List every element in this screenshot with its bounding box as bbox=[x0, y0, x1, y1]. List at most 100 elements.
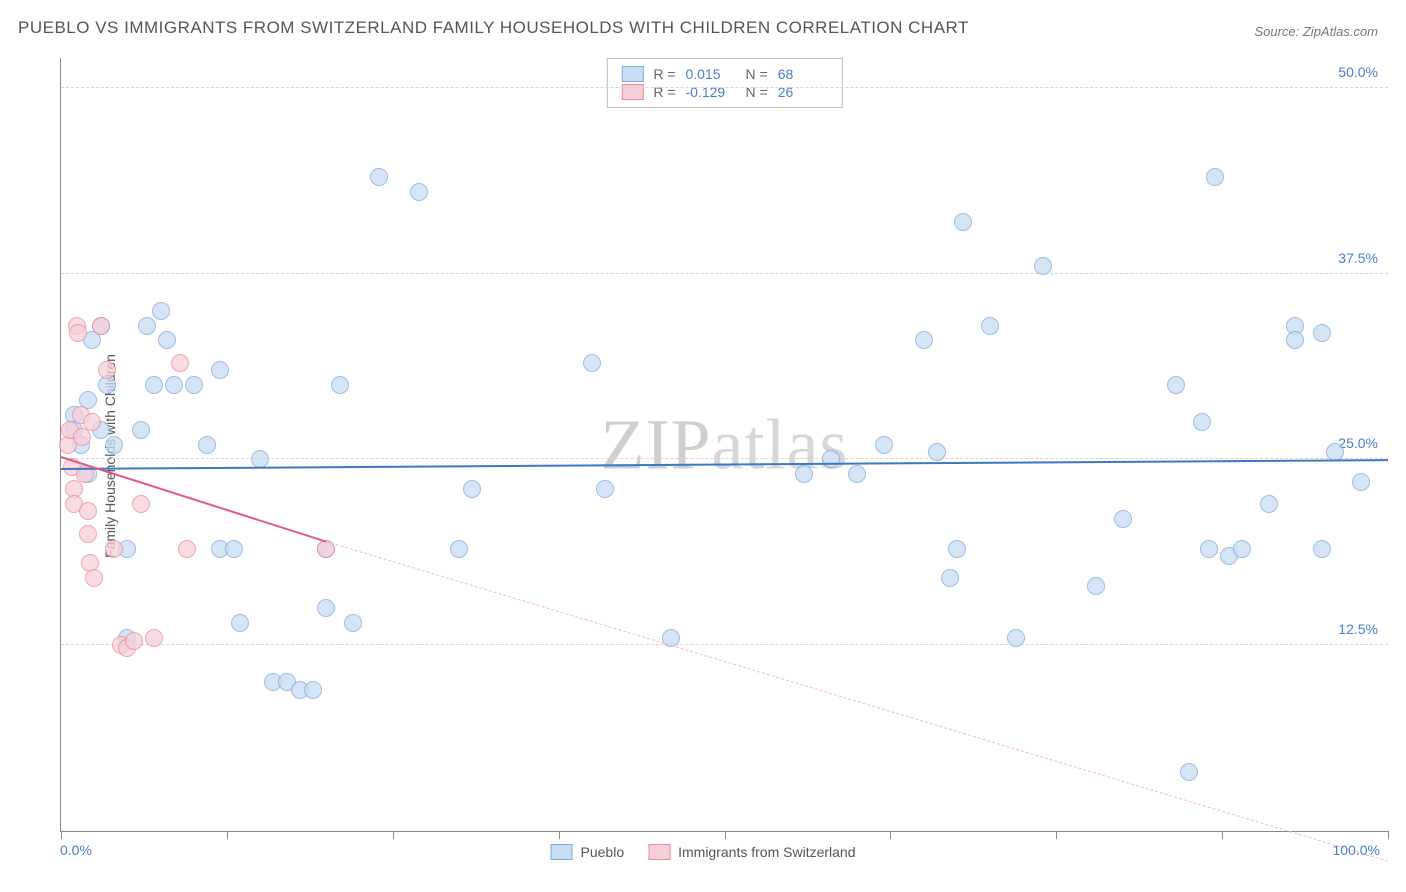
data-point-pueblo bbox=[198, 436, 216, 454]
series-legend: Pueblo Immigrants from Switzerland bbox=[551, 844, 856, 860]
y-tick-label: 37.5% bbox=[1338, 250, 1378, 266]
data-point-swiss bbox=[69, 324, 87, 342]
data-point-pueblo bbox=[1167, 376, 1185, 394]
y-tick-label: 25.0% bbox=[1338, 435, 1378, 451]
data-point-pueblo bbox=[344, 614, 362, 632]
data-point-pueblo bbox=[822, 450, 840, 468]
data-point-pueblo bbox=[331, 376, 349, 394]
data-point-pueblo bbox=[450, 540, 468, 558]
data-point-pueblo bbox=[145, 376, 163, 394]
data-point-pueblo bbox=[1114, 510, 1132, 528]
x-tick bbox=[559, 831, 560, 839]
x-axis-min-label: 0.0% bbox=[60, 842, 92, 858]
x-tick bbox=[1388, 831, 1389, 839]
data-point-swiss bbox=[125, 632, 143, 650]
data-point-pueblo bbox=[795, 465, 813, 483]
x-tick bbox=[393, 831, 394, 839]
data-point-swiss bbox=[92, 317, 110, 335]
data-point-pueblo bbox=[954, 213, 972, 231]
data-point-pueblo bbox=[152, 302, 170, 320]
data-point-pueblo bbox=[915, 331, 933, 349]
data-point-pueblo bbox=[928, 443, 946, 461]
gridline bbox=[61, 644, 1388, 645]
x-tick bbox=[890, 831, 891, 839]
data-point-swiss bbox=[178, 540, 196, 558]
data-point-pueblo bbox=[132, 421, 150, 439]
watermark-left: ZIP bbox=[601, 404, 712, 484]
data-point-pueblo bbox=[948, 540, 966, 558]
x-tick bbox=[1222, 831, 1223, 839]
gridline bbox=[61, 87, 1388, 88]
legend-item: Immigrants from Switzerland bbox=[648, 844, 855, 860]
data-point-pueblo bbox=[1313, 324, 1331, 342]
r-value: 0.015 bbox=[686, 66, 736, 82]
data-point-pueblo bbox=[158, 331, 176, 349]
data-point-pueblo bbox=[941, 569, 959, 587]
data-point-pueblo bbox=[1193, 413, 1211, 431]
trend-line-swiss bbox=[326, 541, 1388, 862]
data-point-pueblo bbox=[410, 183, 428, 201]
y-tick-label: 12.5% bbox=[1338, 621, 1378, 637]
data-point-pueblo bbox=[105, 436, 123, 454]
data-point-pueblo bbox=[463, 480, 481, 498]
data-point-pueblo bbox=[583, 354, 601, 372]
data-point-swiss bbox=[132, 495, 150, 513]
data-point-swiss bbox=[79, 525, 97, 543]
data-point-pueblo bbox=[981, 317, 999, 335]
data-point-pueblo bbox=[231, 614, 249, 632]
data-point-pueblo bbox=[138, 317, 156, 335]
data-point-pueblo bbox=[165, 376, 183, 394]
gridline bbox=[61, 273, 1388, 274]
data-point-swiss bbox=[145, 629, 163, 647]
data-point-pueblo bbox=[1313, 540, 1331, 558]
data-point-swiss bbox=[83, 413, 101, 431]
x-tick bbox=[227, 831, 228, 839]
stats-legend-row: R =-0.129N =26 bbox=[621, 83, 827, 101]
data-point-pueblo bbox=[1200, 540, 1218, 558]
data-point-pueblo bbox=[1233, 540, 1251, 558]
data-point-pueblo bbox=[1352, 473, 1370, 491]
data-point-pueblo bbox=[370, 168, 388, 186]
data-point-pueblo bbox=[1007, 629, 1025, 647]
legend-swatch bbox=[621, 66, 643, 82]
source-attribution: Source: ZipAtlas.com bbox=[1254, 24, 1378, 39]
data-point-pueblo bbox=[317, 599, 335, 617]
stats-legend: R = 0.015 N = 68R =-0.129N =26 bbox=[606, 58, 842, 108]
data-point-pueblo bbox=[1087, 577, 1105, 595]
data-point-pueblo bbox=[1326, 443, 1344, 461]
stats-legend-row: R = 0.015 N = 68 bbox=[621, 65, 827, 83]
y-tick-label: 50.0% bbox=[1338, 64, 1378, 80]
legend-swatch bbox=[648, 844, 670, 860]
data-point-pueblo bbox=[1206, 168, 1224, 186]
data-point-pueblo bbox=[211, 361, 229, 379]
data-point-swiss bbox=[98, 361, 116, 379]
data-point-swiss bbox=[171, 354, 189, 372]
data-point-pueblo bbox=[596, 480, 614, 498]
data-point-pueblo bbox=[1286, 331, 1304, 349]
watermark-right: atlas bbox=[712, 404, 849, 484]
x-axis-max-label: 100.0% bbox=[1333, 842, 1380, 858]
r-label: R = bbox=[653, 66, 675, 82]
n-label: N = bbox=[746, 66, 768, 82]
legend-swatch bbox=[551, 844, 573, 860]
data-point-pueblo bbox=[848, 465, 866, 483]
x-tick bbox=[725, 831, 726, 839]
legend-label: Immigrants from Switzerland bbox=[678, 844, 855, 860]
legend-item: Pueblo bbox=[551, 844, 625, 860]
legend-label: Pueblo bbox=[581, 844, 625, 860]
trend-line-swiss bbox=[61, 456, 327, 543]
data-point-pueblo bbox=[304, 681, 322, 699]
data-point-pueblo bbox=[185, 376, 203, 394]
data-point-pueblo bbox=[1034, 257, 1052, 275]
x-tick bbox=[61, 831, 62, 839]
data-point-pueblo bbox=[875, 436, 893, 454]
plot-area: ZIPatlas R = 0.015 N = 68R =-0.129N =26 12.… bbox=[60, 58, 1388, 832]
chart-container: Family Households with Children ZIPatlas… bbox=[18, 50, 1388, 862]
data-point-pueblo bbox=[1260, 495, 1278, 513]
data-point-swiss bbox=[85, 569, 103, 587]
data-point-pueblo bbox=[1180, 763, 1198, 781]
x-tick bbox=[1056, 831, 1057, 839]
n-value: 68 bbox=[778, 66, 828, 82]
data-point-swiss bbox=[79, 502, 97, 520]
data-point-pueblo bbox=[225, 540, 243, 558]
